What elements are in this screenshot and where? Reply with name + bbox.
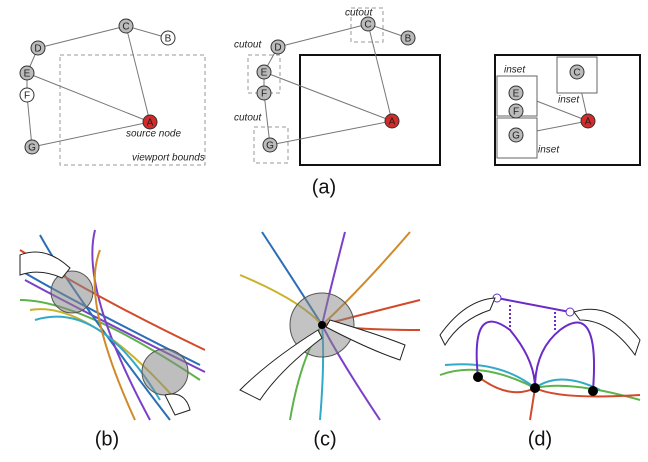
hand <box>439 297 641 357</box>
node-label: A <box>389 117 396 128</box>
viewport-bounds <box>59 54 206 166</box>
node-label: G <box>266 141 274 152</box>
node-label: E <box>513 89 520 100</box>
node <box>118 18 134 34</box>
edge <box>31 121 151 148</box>
viewport <box>494 54 641 166</box>
node <box>19 87 35 103</box>
annotation: source node <box>126 129 181 140</box>
node <box>384 113 400 129</box>
cutout-box <box>350 7 384 43</box>
caption: (d) <box>528 428 552 450</box>
hand <box>239 319 406 401</box>
node-label: B <box>165 34 172 45</box>
annotation: inset <box>558 95 580 106</box>
node <box>30 40 46 56</box>
node-label: C <box>364 20 371 31</box>
node <box>400 30 416 46</box>
annotation: cutout <box>234 113 262 124</box>
node <box>142 114 158 130</box>
annotation: cutout <box>234 40 262 51</box>
node <box>270 39 286 55</box>
viewport <box>299 54 441 166</box>
node <box>588 386 598 396</box>
cutout-box <box>253 126 289 164</box>
node <box>580 113 596 129</box>
node <box>360 16 376 32</box>
node <box>508 127 524 143</box>
node <box>256 85 272 101</box>
hand <box>19 251 191 416</box>
node <box>262 137 278 153</box>
node-label: D <box>274 43 281 54</box>
edge <box>269 120 393 146</box>
node <box>473 372 483 382</box>
node-label: A <box>147 118 154 129</box>
node <box>256 64 272 80</box>
edge <box>263 92 271 146</box>
node-label: E <box>261 68 268 79</box>
node <box>19 65 35 81</box>
node <box>508 103 524 119</box>
node-label: D <box>34 44 41 55</box>
node-label: A <box>585 117 592 128</box>
lens <box>141 348 189 396</box>
edge <box>263 71 393 122</box>
node <box>569 64 585 80</box>
lens <box>50 270 94 314</box>
edge <box>125 25 151 123</box>
edge <box>367 23 393 122</box>
caption: (c) <box>313 428 336 450</box>
node <box>160 30 176 46</box>
annotation: viewport bounds <box>132 153 205 164</box>
edge <box>26 94 33 148</box>
handle <box>565 307 575 317</box>
node-label: B <box>405 34 412 45</box>
node-label: G <box>512 131 520 142</box>
edge <box>37 25 127 49</box>
caption: (b) <box>95 428 119 450</box>
node-label: F <box>261 89 267 100</box>
annotation: inset <box>504 65 526 76</box>
caption: (a) <box>312 176 336 198</box>
node-label: C <box>122 22 129 33</box>
node-label: F <box>24 91 30 102</box>
node-label: G <box>28 143 36 154</box>
node <box>530 383 540 393</box>
node-label: C <box>573 68 580 79</box>
node <box>24 139 40 155</box>
edge <box>26 72 151 123</box>
annotation: inset <box>538 145 560 156</box>
node <box>318 321 326 329</box>
node-label: F <box>513 107 519 118</box>
edge <box>277 23 369 48</box>
annotation: cutout <box>345 8 373 19</box>
node <box>508 85 524 101</box>
node-label: E <box>24 69 31 80</box>
